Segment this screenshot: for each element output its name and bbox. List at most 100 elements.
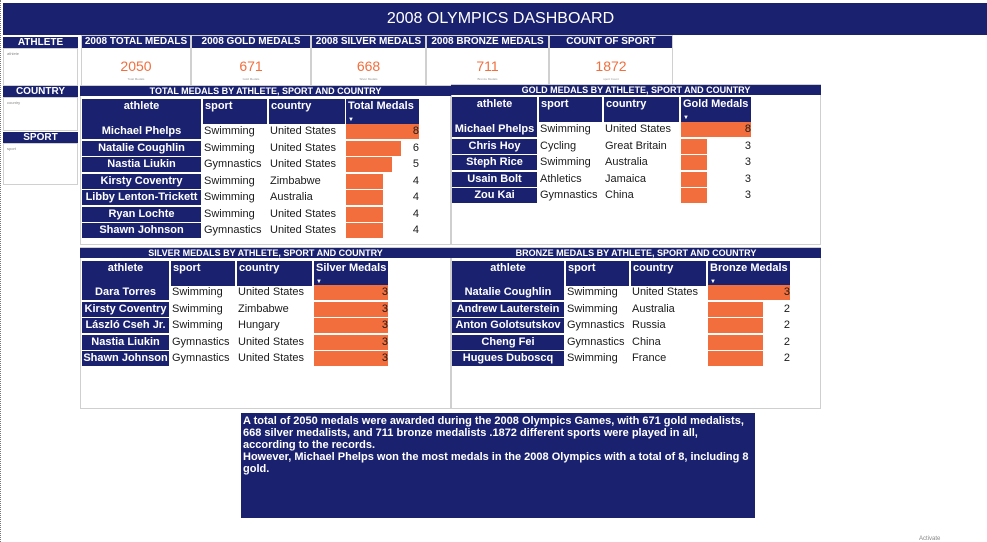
athlete-slicer-header: ATHLETE [3, 37, 78, 48]
column-header-sport[interactable]: sport [566, 261, 629, 286]
athlete-cell[interactable]: Hugues Duboscq [452, 351, 564, 366]
sport-slicer-header: SPORT [3, 132, 78, 143]
medal-data-bar [681, 122, 751, 137]
medal-count-value: 5 [412, 158, 419, 170]
bronze-medals-title: BRONZE MEDALS BY ATHLETE, SPORT AND COUN… [451, 248, 821, 258]
sport-cell: Swimming [204, 125, 255, 137]
country-cell: United States [632, 286, 699, 298]
kpi-bronze-value: 711 [476, 58, 499, 74]
kpi-sport-count-label: COUNT OF SPORT [550, 36, 672, 48]
column-header-athlete[interactable]: athlete [452, 97, 537, 122]
dashboard-title: 2008 OLYMPICS DASHBOARD [386, 10, 615, 27]
medal-count-value: 8 [744, 123, 751, 135]
column-header-country[interactable]: country [269, 99, 345, 124]
medal-data-bar [346, 141, 401, 156]
sport-cell: Swimming [172, 319, 223, 331]
kpi-card-silver: 2008 SILVER MEDALS 668 Silver Medals [311, 35, 426, 86]
sport-slicer[interactable]: sport [3, 143, 78, 185]
kpi-card-total: 2008 TOTAL MEDALS 2050 Total Medals [81, 35, 191, 86]
country-cell: Great Britain [605, 140, 667, 152]
athlete-slicer-placeholder: athlete [7, 51, 20, 56]
medal-count-value: 3 [744, 173, 751, 185]
medal-data-bar [346, 207, 383, 222]
sport-cell: Swimming [567, 303, 618, 315]
sport-slicer-placeholder: sport [7, 146, 16, 151]
athlete-cell[interactable]: Dara Torres [82, 285, 169, 300]
medal-count-value: 4 [412, 224, 419, 236]
medal-data-bar [681, 188, 707, 203]
athlete-cell[interactable]: Steph Rice [452, 155, 537, 170]
sport-cell: Gymnastics [540, 189, 598, 201]
sport-cell: Swimming [204, 208, 255, 220]
sort-desc-icon[interactable]: ▼ [683, 115, 689, 121]
sport-cell: Gymnastics [567, 336, 625, 348]
kpi-bronze-caption: Bronze Medals [477, 77, 498, 81]
column-header-sport[interactable]: sport [203, 99, 267, 124]
athlete-cell[interactable]: Cheng Fei [452, 335, 564, 350]
column-header-bronze-medals[interactable]: Bronze Medals ▼ [708, 261, 790, 286]
column-header-athlete[interactable]: athlete [452, 261, 564, 286]
sort-desc-icon[interactable]: ▼ [316, 279, 322, 285]
column-header-athlete[interactable]: athlete [82, 99, 201, 124]
country-cell: United States [270, 125, 337, 137]
athlete-cell[interactable]: Shawn Johnson [82, 351, 169, 366]
sort-desc-icon[interactable]: ▼ [348, 117, 354, 123]
athlete-cell[interactable]: Libby Lenton-Trickett [82, 190, 201, 205]
medal-count-value: 3 [381, 352, 388, 364]
athlete-cell[interactable]: Anton Golotsutskov [452, 318, 564, 333]
medal-count-value: 4 [412, 208, 419, 220]
country-cell: United States [270, 208, 337, 220]
athlete-cell[interactable]: Nastia Liukin [82, 157, 201, 172]
column-header-silver-medals[interactable]: Silver Medals ▼ [314, 261, 388, 286]
column-header-sport[interactable]: sport [539, 97, 602, 122]
medal-count-value: 2 [783, 303, 790, 315]
medal-count-value: 3 [381, 319, 388, 331]
athlete-cell[interactable]: Michael Phelps [82, 124, 201, 139]
athlete-slicer[interactable]: athlete [3, 48, 78, 86]
gold-medals-title: GOLD MEDALS BY ATHLETE, SPORT AND COUNTR… [451, 85, 821, 95]
sport-cell: Gymnastics [204, 158, 262, 170]
athlete-cell[interactable]: Kirsty Coventry [82, 174, 201, 189]
column-header-country[interactable]: country [631, 261, 706, 286]
medal-count-value: 3 [744, 156, 751, 168]
column-header-athlete[interactable]: athlete [82, 261, 169, 286]
country-cell: Australia [632, 303, 675, 315]
column-header-country[interactable]: country [604, 97, 679, 122]
dashboard-title-bar: 2008 OLYMPICS DASHBOARD [3, 3, 987, 35]
athlete-cell[interactable]: Natalie Coughlin [82, 141, 201, 156]
medal-data-bar [346, 223, 383, 238]
athlete-cell[interactable]: Andrew Lauterstein [452, 302, 564, 317]
athlete-cell[interactable]: Usain Bolt [452, 172, 537, 187]
athlete-cell[interactable]: Shawn Johnson [82, 223, 201, 238]
sort-desc-icon[interactable]: ▼ [710, 279, 716, 285]
athlete-cell[interactable]: Chris Hoy [452, 139, 537, 154]
athlete-cell[interactable]: Kirsty Coventry [82, 302, 169, 317]
column-header-gold-medals[interactable]: Gold Medals ▼ [681, 97, 751, 122]
summary-paragraph-1: A total of 2050 medals were awarded duri… [243, 415, 744, 451]
athlete-cell[interactable]: László Cseh Jr. [82, 318, 169, 333]
medal-count-value: 2 [783, 319, 790, 331]
country-cell: China [632, 336, 661, 348]
medal-count-value: 4 [412, 175, 419, 187]
country-slicer[interactable]: country [3, 97, 78, 131]
athlete-cell[interactable]: Ryan Lochte [82, 207, 201, 222]
kpi-card-bronze: 2008 BRONZE MEDALS 711 Bronze Medals [426, 35, 549, 86]
athlete-cell[interactable]: Natalie Coughlin [452, 285, 564, 300]
athlete-cell[interactable]: Michael Phelps [452, 122, 537, 137]
kpi-silver-value: 668 [356, 58, 381, 74]
country-cell: United States [238, 352, 305, 364]
country-slicer-header: COUNTRY [3, 86, 78, 97]
sport-cell: Gymnastics [204, 224, 262, 236]
sport-cell: Swimming [204, 175, 255, 187]
kpi-sport-count-value: 1872 [595, 58, 627, 74]
column-header-total-medals[interactable]: Total Medals ▼ [346, 99, 419, 124]
sport-cell: Swimming [540, 123, 591, 135]
column-header-sport[interactable]: sport [171, 261, 235, 286]
country-cell: United States [270, 224, 337, 236]
sport-cell: Swimming [172, 303, 223, 315]
athlete-cell[interactable]: Nastia Liukin [82, 335, 169, 350]
column-header-country[interactable]: country [237, 261, 312, 286]
medal-data-bar [346, 174, 383, 189]
athlete-cell[interactable]: Zou Kai [452, 188, 537, 203]
sport-cell: Gymnastics [172, 352, 230, 364]
